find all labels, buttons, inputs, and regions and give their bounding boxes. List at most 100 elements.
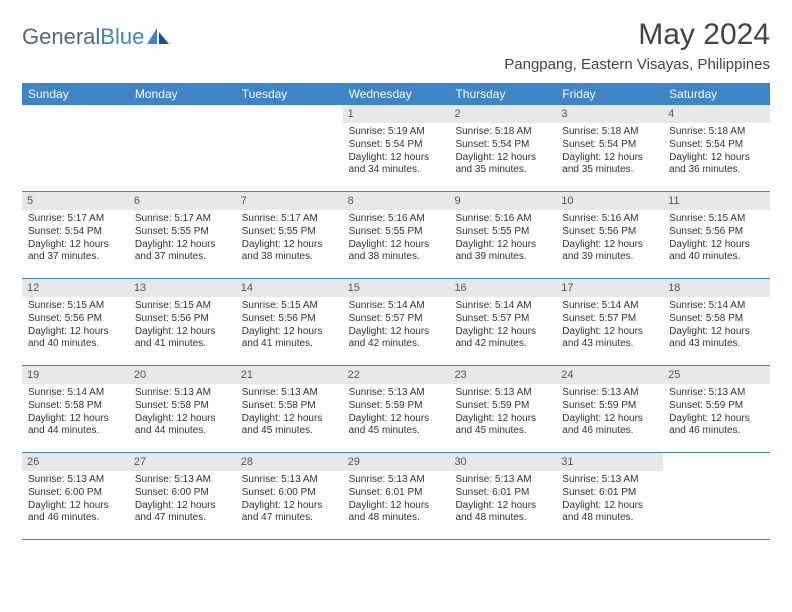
day-details: Sunrise: 5:15 AMSunset: 5:56 PMDaylight:… — [28, 300, 123, 351]
day-cell: 20 Sunrise: 5:13 AMSunset: 5:58 PMDayligh… — [129, 366, 236, 452]
day-details: Sunrise: 5:16 AMSunset: 5:56 PMDaylight:… — [562, 213, 657, 264]
sail-icon — [147, 28, 169, 46]
day-number: 9 — [449, 192, 556, 210]
day-cell: 4 Sunrise: 5:18 AMSunset: 5:54 PMDaylight… — [663, 105, 770, 191]
day-number: 11 — [663, 192, 770, 210]
title-block: May 2024 Pangpang, Eastern Visayas, Phil… — [504, 18, 770, 73]
weekday-header: Thursday — [449, 83, 556, 105]
day-cell: 18Sunrise: 5:14 AMSunset: 5:58 PMDayligh… — [663, 279, 770, 365]
day-cell: 2 Sunrise: 5:18 AMSunset: 5:54 PMDaylight… — [449, 105, 556, 191]
day-number: 23 — [449, 366, 556, 384]
day-number: 14 — [236, 279, 343, 297]
day-number: 17 — [556, 279, 663, 297]
day-cell: 24 Sunrise: 5:13 AMSunset: 5:59 PMDayligh… — [556, 366, 663, 452]
day-number: 28 — [236, 453, 343, 471]
day-details: Sunrise: 5:19 AMSunset: 5:54 PMDaylight:… — [349, 126, 444, 177]
header: GeneralBlue May 2024 Pangpang, Eastern V… — [22, 18, 770, 73]
week-row: 19 Sunrise: 5:14 AMSunset: 5:58 PMDayligh… — [22, 366, 770, 453]
day-details: Sunrise: 5:18 AMSunset: 5:54 PMDaylight:… — [455, 126, 550, 177]
day-number: 13 — [129, 279, 236, 297]
day-cell: 8 Sunrise: 5:16 AMSunset: 5:55 PMDaylight… — [343, 192, 450, 278]
day-number: 2 — [449, 105, 556, 123]
day-details: Sunrise: 5:13 AMSunset: 6:01 PMDaylight:… — [349, 474, 444, 525]
day-details: Sunrise: 5:17 AMSunset: 5:54 PMDaylight:… — [28, 213, 123, 264]
day-details: Sunrise: 5:13 AMSunset: 6:01 PMDaylight:… — [562, 474, 657, 525]
day-number: 18 — [663, 279, 770, 297]
month-title: May 2024 — [504, 18, 770, 52]
day-cell: 30Sunrise: 5:13 AMSunset: 6:01 PMDayligh… — [449, 453, 556, 539]
day-number: 10 — [556, 192, 663, 210]
weekday-header-row: Sunday Monday Tuesday Wednesday Thursday… — [22, 83, 770, 105]
day-number: 25 — [663, 366, 770, 384]
day-cell: 15 Sunrise: 5:14 AMSunset: 5:57 PMDayligh… — [343, 279, 450, 365]
day-number: 15 — [343, 279, 450, 297]
day-details: Sunrise: 5:13 AMSunset: 6:00 PMDaylight:… — [242, 474, 337, 525]
brand-second: Blue — [100, 24, 144, 50]
day-details: Sunrise: 5:17 AMSunset: 5:55 PMDaylight:… — [242, 213, 337, 264]
day-cell: 19 Sunrise: 5:14 AMSunset: 5:58 PMDayligh… — [22, 366, 129, 452]
day-cell: 28 Sunrise: 5:13 AMSunset: 6:00 PMDayligh… — [236, 453, 343, 539]
day-cell — [129, 105, 236, 191]
day-cell: 21Sunrise: 5:13 AMSunset: 5:58 PMDayligh… — [236, 366, 343, 452]
day-details: Sunrise: 5:18 AMSunset: 5:54 PMDaylight:… — [669, 126, 764, 177]
location-text: Pangpang, Eastern Visayas, Philippines — [504, 56, 770, 73]
day-cell: 26 Sunrise: 5:13 AMSunset: 6:00 PMDayligh… — [22, 453, 129, 539]
day-number: 31 — [556, 453, 663, 471]
day-details: Sunrise: 5:17 AMSunset: 5:55 PMDaylight:… — [135, 213, 230, 264]
day-details: Sunrise: 5:16 AMSunset: 5:55 PMDaylight:… — [349, 213, 444, 264]
day-details: Sunrise: 5:13 AMSunset: 5:58 PMDaylight:… — [135, 387, 230, 438]
weekday-header: Wednesday — [343, 83, 450, 105]
weekday-header: Tuesday — [236, 83, 343, 105]
day-cell: 9 Sunrise: 5:16 AMSunset: 5:55 PMDaylight… — [449, 192, 556, 278]
day-number: 8 — [343, 192, 450, 210]
day-number: 30 — [449, 453, 556, 471]
day-details: Sunrise: 5:18 AMSunset: 5:54 PMDaylight:… — [562, 126, 657, 177]
weekday-header: Sunday — [22, 83, 129, 105]
day-cell: 27Sunrise: 5:13 AMSunset: 6:00 PMDayligh… — [129, 453, 236, 539]
day-number: 24 — [556, 366, 663, 384]
week-row: 12 Sunrise: 5:15 AMSunset: 5:56 PMDayligh… — [22, 279, 770, 366]
day-details: Sunrise: 5:14 AMSunset: 5:57 PMDaylight:… — [349, 300, 444, 351]
day-details: Sunrise: 5:14 AMSunset: 5:57 PMDaylight:… — [455, 300, 550, 351]
day-number: 16 — [449, 279, 556, 297]
day-cell: 11 Sunrise: 5:15 AMSunset: 5:56 PMDayligh… — [663, 192, 770, 278]
day-cell: 6 Sunrise: 5:17 AMSunset: 5:55 PMDaylight… — [129, 192, 236, 278]
day-number: 20 — [129, 366, 236, 384]
day-cell: 25 Sunrise: 5:13 AMSunset: 5:59 PMDayligh… — [663, 366, 770, 452]
day-cell: 10 Sunrise: 5:16 AMSunset: 5:56 PMDayligh… — [556, 192, 663, 278]
day-details: Sunrise: 5:13 AMSunset: 5:59 PMDaylight:… — [349, 387, 444, 438]
day-number: 22 — [343, 366, 450, 384]
day-number: 27 — [129, 453, 236, 471]
day-number: 29 — [343, 453, 450, 471]
day-cell: 7 Sunrise: 5:17 AMSunset: 5:55 PMDaylight… — [236, 192, 343, 278]
day-number: 26 — [22, 453, 129, 471]
day-number: 7 — [236, 192, 343, 210]
day-number: 4 — [663, 105, 770, 123]
day-number: 19 — [22, 366, 129, 384]
day-cell: 23Sunrise: 5:13 AMSunset: 5:59 PMDayligh… — [449, 366, 556, 452]
day-details: Sunrise: 5:15 AMSunset: 5:56 PMDaylight:… — [669, 213, 764, 264]
week-row: 1Sunrise: 5:19 AMSunset: 5:54 PMDaylight… — [22, 105, 770, 192]
weeks-container: 1Sunrise: 5:19 AMSunset: 5:54 PMDaylight… — [22, 105, 770, 540]
day-cell: 29 Sunrise: 5:13 AMSunset: 6:01 PMDayligh… — [343, 453, 450, 539]
day-details: Sunrise: 5:13 AMSunset: 5:58 PMDaylight:… — [242, 387, 337, 438]
weekday-header: Saturday — [663, 83, 770, 105]
day-number: 12 — [22, 279, 129, 297]
weekday-header: Friday — [556, 83, 663, 105]
day-details: Sunrise: 5:13 AMSunset: 5:59 PMDaylight:… — [562, 387, 657, 438]
weekday-header: Monday — [129, 83, 236, 105]
day-cell: 14Sunrise: 5:15 AMSunset: 5:56 PMDayligh… — [236, 279, 343, 365]
day-details: Sunrise: 5:13 AMSunset: 6:00 PMDaylight:… — [28, 474, 123, 525]
day-cell: 31 Sunrise: 5:13 AMSunset: 6:01 PMDayligh… — [556, 453, 663, 539]
day-number: 6 — [129, 192, 236, 210]
day-number: 5 — [22, 192, 129, 210]
day-details: Sunrise: 5:16 AMSunset: 5:55 PMDaylight:… — [455, 213, 550, 264]
day-cell: 17 Sunrise: 5:14 AMSunset: 5:57 PMDayligh… — [556, 279, 663, 365]
brand-logo: GeneralBlue — [22, 18, 169, 50]
day-cell: 12 Sunrise: 5:15 AMSunset: 5:56 PMDayligh… — [22, 279, 129, 365]
day-cell: 16 Sunrise: 5:14 AMSunset: 5:57 PMDayligh… — [449, 279, 556, 365]
calendar: Sunday Monday Tuesday Wednesday Thursday… — [22, 83, 770, 540]
day-details: Sunrise: 5:14 AMSunset: 5:57 PMDaylight:… — [562, 300, 657, 351]
day-details: Sunrise: 5:14 AMSunset: 5:58 PMDaylight:… — [28, 387, 123, 438]
day-details: Sunrise: 5:13 AMSunset: 5:59 PMDaylight:… — [669, 387, 764, 438]
